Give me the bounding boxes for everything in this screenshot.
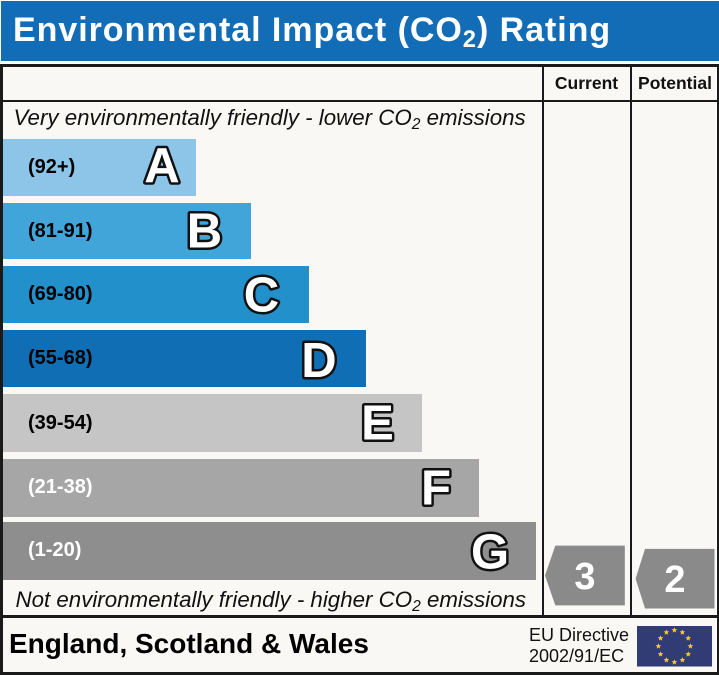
svg-text:F: F <box>421 462 451 516</box>
svg-text:3: 3 <box>574 556 595 598</box>
svg-text:E: E <box>361 396 394 450</box>
svg-text:G: G <box>471 526 509 580</box>
svg-text:A: A <box>144 139 179 193</box>
svg-text:B: B <box>187 204 222 258</box>
svg-text:2: 2 <box>664 559 685 601</box>
svg-text:D: D <box>301 334 336 388</box>
svg-text:C: C <box>244 269 279 323</box>
